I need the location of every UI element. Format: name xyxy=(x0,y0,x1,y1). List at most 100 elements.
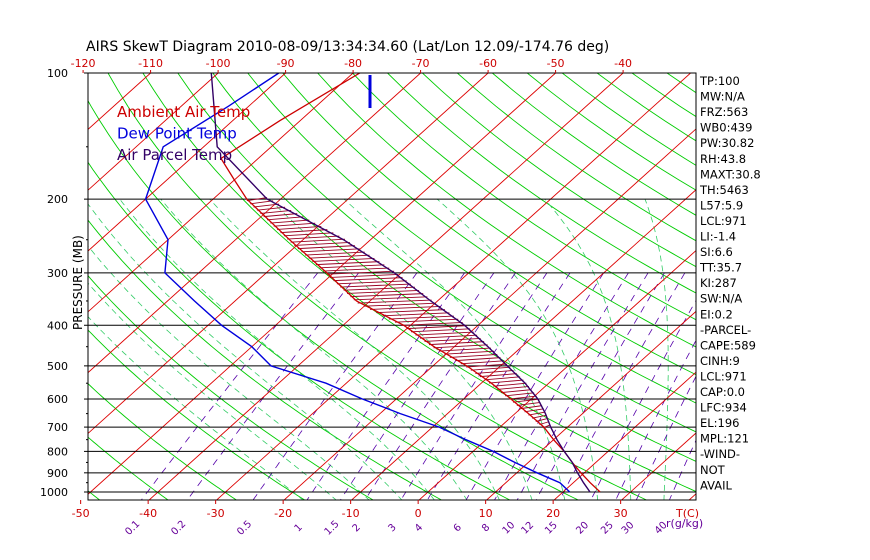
top-temp-label: -110 xyxy=(138,57,163,70)
bottom-temp-label: 20 xyxy=(546,507,560,520)
cape-hatch-line xyxy=(382,312,450,317)
cape-hatch-line xyxy=(350,293,424,298)
mixing-ratio-label: 6 xyxy=(452,522,464,534)
cape-hatch-line xyxy=(415,331,474,336)
top-temp-label: -120 xyxy=(71,57,96,70)
cape-hatch-line xyxy=(340,283,411,288)
cape-hatch-line xyxy=(270,219,310,224)
top-temp-label: -40 xyxy=(614,57,632,70)
mixing-ratio-label: 8 xyxy=(480,522,492,534)
cape-hatch-line xyxy=(401,321,463,326)
index-item: MAXT:30.8 xyxy=(700,167,761,181)
cape-hatch-line xyxy=(516,401,541,406)
cape-hatch-line xyxy=(343,286,415,291)
cape-hatch-line xyxy=(301,248,360,253)
dry-adiabat xyxy=(88,383,238,500)
cape-hatch-line xyxy=(455,357,501,362)
pressure-tick-label: 300 xyxy=(47,267,68,280)
isotherm-line xyxy=(88,73,286,252)
cape-hatch-line xyxy=(479,373,517,378)
cape-hatch-line xyxy=(394,318,459,323)
sounding-series xyxy=(144,73,601,493)
mixing-ratio-label: 3 xyxy=(386,522,398,534)
top-temp-label: -50 xyxy=(547,57,565,70)
index-item: CAP:0.0 xyxy=(700,385,745,399)
cape-hatch-line xyxy=(484,376,521,381)
index-item: TH:5463 xyxy=(699,183,749,197)
isotherm-line xyxy=(88,73,556,495)
mixing-ratio-label: 15 xyxy=(543,520,560,537)
cape-hatch-line xyxy=(330,273,399,278)
isotherm-line xyxy=(88,73,421,374)
mixing-ratio-line xyxy=(590,299,696,500)
cape-hatch-line xyxy=(256,206,286,211)
cape-hatch-line xyxy=(520,405,543,410)
mixing-ratio-line xyxy=(535,272,665,500)
cape-hatch-line xyxy=(277,225,322,230)
index-item: PW:30.82 xyxy=(700,136,754,150)
parcel-series-line xyxy=(210,73,591,493)
index-item: TT:35.7 xyxy=(699,261,742,275)
index-item: -PARCEL- xyxy=(700,323,751,337)
mixing-ratio-line xyxy=(252,272,418,500)
cape-hatch-line xyxy=(410,328,471,333)
cape-hatch-line xyxy=(294,241,350,246)
moist-adiabat xyxy=(88,203,403,500)
mixing-ratio-line xyxy=(668,439,696,500)
moist-adiabat xyxy=(269,198,533,500)
dry-adiabat xyxy=(422,73,696,268)
legend-ambient: Ambient Air Temp xyxy=(117,103,250,121)
cape-hatch-line xyxy=(266,216,304,221)
top-temp-label: -60 xyxy=(479,57,497,70)
mixing-ratio-line xyxy=(516,272,649,500)
isotherm-line xyxy=(88,73,219,191)
moist-adiabat xyxy=(119,198,435,500)
mixing-ratio-line xyxy=(306,272,465,500)
moist-adiabat xyxy=(209,198,500,500)
mixing-ratio-label: 4 xyxy=(413,522,425,534)
pressure-tick-label: 800 xyxy=(47,445,68,458)
dry-adiabat xyxy=(352,73,696,321)
dry-adiabat xyxy=(387,73,696,294)
cape-hatch-line xyxy=(505,392,535,397)
cape-hatch-line xyxy=(333,277,403,282)
moist-adiabat xyxy=(160,198,468,500)
dry-adiabat xyxy=(177,73,696,462)
index-item: CINH:9 xyxy=(700,354,740,368)
pressure-tick-label: 100 xyxy=(47,67,68,80)
cape-hatch-line xyxy=(287,235,340,240)
top-temp-label: -100 xyxy=(206,57,231,70)
moist-adiabat xyxy=(88,282,337,500)
bottom-temp-label: -50 xyxy=(72,507,90,520)
plot-frame xyxy=(87,72,697,501)
legend: Ambient Air Temp Dew Point Temp Air Parcel… xyxy=(117,103,250,164)
mixing-ratio-label: 30 xyxy=(620,520,637,537)
dry-adiabat xyxy=(457,73,696,242)
cape-hatch xyxy=(246,197,551,429)
top-temp-label: -70 xyxy=(412,57,430,70)
cape-hatch-line xyxy=(305,251,365,256)
cape-hatch-line xyxy=(370,305,441,310)
cape-hatch-line xyxy=(449,353,498,358)
dry-adiabat xyxy=(88,161,511,500)
isotherm-line xyxy=(485,310,696,500)
index-item: SI:6.6 xyxy=(700,245,733,259)
cape-hatch-line xyxy=(406,325,467,330)
mixing-ratio-label: 2 xyxy=(351,522,363,534)
index-item: LFC:934 xyxy=(700,401,747,415)
dry-adiabat xyxy=(492,73,696,216)
bottom-temp-label: -20 xyxy=(274,507,292,520)
x-axis-label: T(C) xyxy=(675,507,699,520)
isotherm-line xyxy=(553,371,696,500)
cape-hatch-line xyxy=(531,414,547,419)
index-item: FRZ:563 xyxy=(700,105,748,119)
cape-hatch-line xyxy=(509,395,537,400)
top-temp-label: -90 xyxy=(277,57,295,70)
index-item: CAPE:589 xyxy=(700,338,756,352)
index-item: KI:287 xyxy=(700,276,737,290)
cape-hatch-line xyxy=(419,334,478,339)
cape-hatch-line xyxy=(326,270,395,275)
cape-hatch-line xyxy=(319,264,385,269)
